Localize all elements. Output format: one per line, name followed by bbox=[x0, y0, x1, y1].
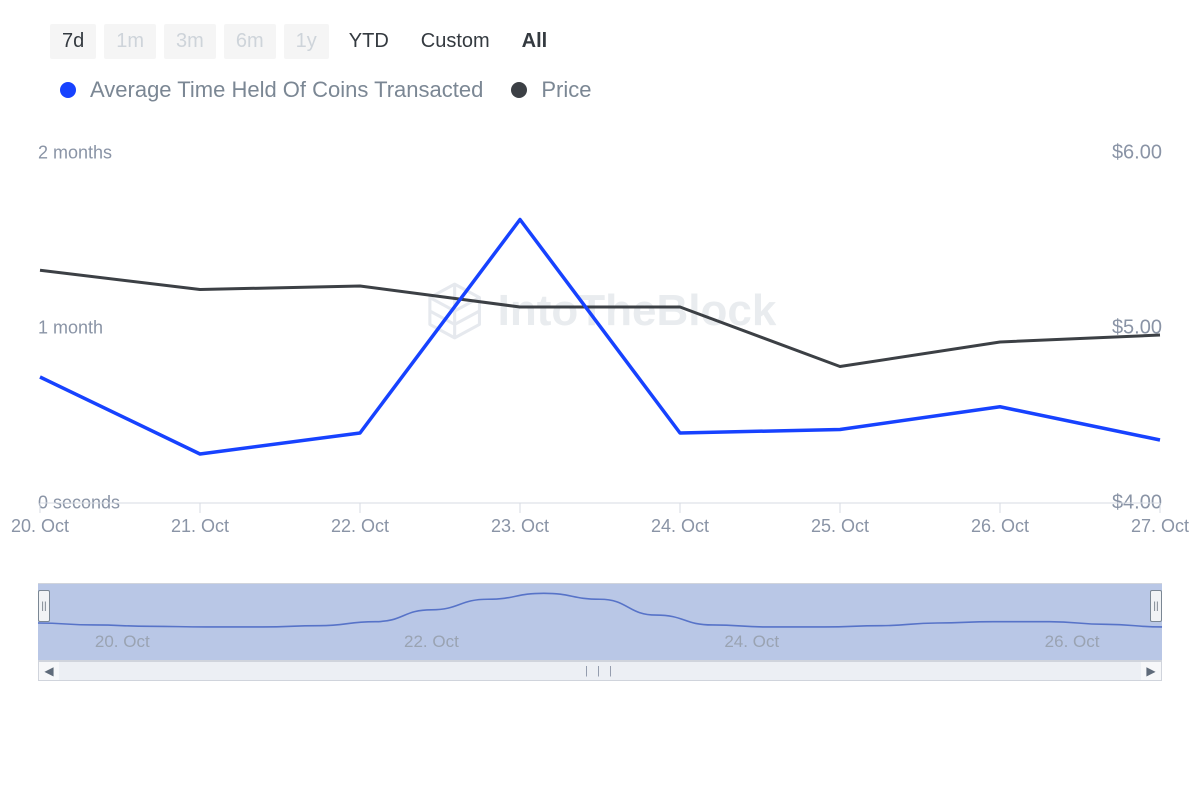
navigator-scrollbar[interactable]: ◀ | | | ▶ bbox=[38, 661, 1162, 681]
scrollbar-grip-icon: | | | bbox=[585, 665, 615, 677]
legend-label-time-held: Average Time Held Of Coins Transacted bbox=[90, 77, 483, 103]
navigator-tick-label: 26. Oct bbox=[1045, 632, 1100, 652]
series-time-held-line bbox=[40, 220, 1160, 455]
range-3m-button[interactable]: 3m bbox=[164, 24, 216, 59]
legend-dot-icon bbox=[511, 82, 527, 98]
series-price-line bbox=[40, 270, 1160, 366]
range-ytd-button[interactable]: YTD bbox=[337, 24, 401, 59]
range-navigator[interactable]: || || 20. Oct22. Oct24. Oct26. Oct bbox=[38, 583, 1162, 661]
main-chart[interactable]: IntoTheBlock 0 seconds1 month2 months$4.… bbox=[20, 143, 1180, 553]
scrollbar-track[interactable]: | | | bbox=[59, 662, 1141, 680]
legend-dot-icon bbox=[60, 82, 76, 98]
legend-item-price[interactable]: Price bbox=[511, 77, 591, 103]
legend-item-time-held[interactable]: Average Time Held Of Coins Transacted bbox=[60, 77, 483, 103]
range-all-button[interactable]: All bbox=[510, 24, 560, 59]
scroll-left-button[interactable]: ◀ bbox=[39, 662, 59, 680]
navigator-tick-label: 24. Oct bbox=[724, 632, 779, 652]
legend-label-price: Price bbox=[541, 77, 591, 103]
range-6m-button[interactable]: 6m bbox=[224, 24, 276, 59]
chevron-right-icon: ▶ bbox=[1146, 664, 1155, 678]
range-1y-button[interactable]: 1y bbox=[284, 24, 329, 59]
range-custom-button[interactable]: Custom bbox=[409, 24, 502, 59]
chevron-left-icon: ◀ bbox=[44, 664, 53, 678]
scroll-right-button[interactable]: ▶ bbox=[1141, 662, 1161, 680]
time-range-bar: 7d1m3m6m1yYTDCustomAll bbox=[50, 24, 1180, 59]
legend: Average Time Held Of Coins Transacted Pr… bbox=[60, 77, 1180, 103]
navigator-tick-label: 20. Oct bbox=[95, 632, 150, 652]
range-1m-button[interactable]: 1m bbox=[104, 24, 156, 59]
range-7d-button[interactable]: 7d bbox=[50, 24, 96, 59]
navigator-tick-label: 22. Oct bbox=[404, 632, 459, 652]
